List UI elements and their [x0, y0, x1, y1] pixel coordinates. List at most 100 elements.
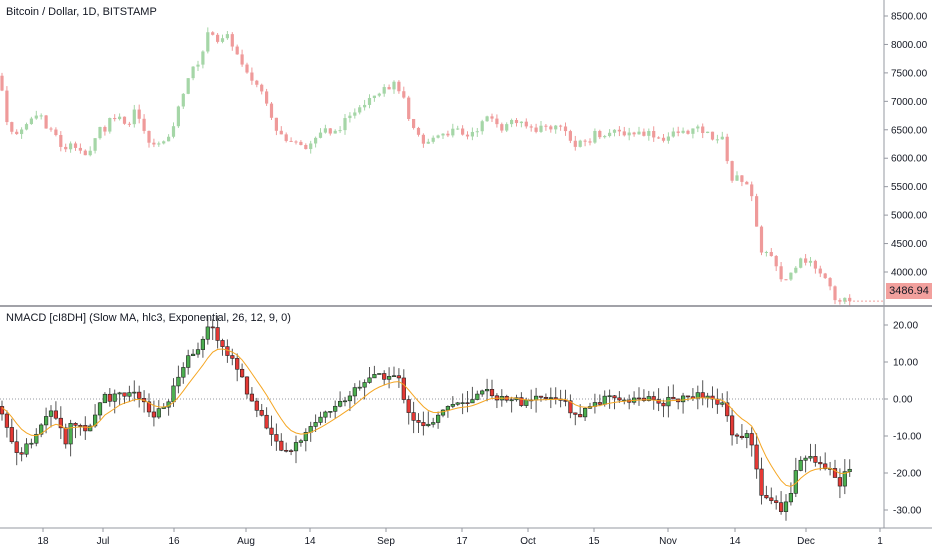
- price-candle: [813, 260, 817, 269]
- indicator-candle: [4, 413, 9, 428]
- price-candle: [671, 131, 675, 137]
- time-tick-label: Jul: [97, 536, 110, 547]
- price-candle: [470, 131, 474, 137]
- price-candle: [549, 126, 553, 130]
- indicator-candle: [240, 368, 245, 378]
- price-candle: [784, 279, 788, 281]
- price-candle: [661, 137, 666, 141]
- price-candle: [245, 64, 249, 73]
- price-candle: [34, 115, 38, 119]
- indicator-candle: [191, 353, 196, 356]
- time-tick-label: 18: [37, 536, 49, 547]
- price-candle: [191, 66, 195, 79]
- indicator-candle: [749, 433, 754, 446]
- price-candle: [377, 93, 381, 96]
- price-candle: [196, 64, 200, 67]
- price-candle: [647, 131, 651, 136]
- indicator-candle: [122, 392, 127, 397]
- price-candle: [265, 91, 269, 104]
- price-candle: [451, 128, 455, 136]
- indicator-candle: [396, 375, 402, 379]
- indicator-candle: [475, 393, 480, 400]
- indicator-candle: [798, 459, 803, 471]
- indicator-candle: [617, 397, 622, 401]
- price-tick-label: 4500.00: [891, 239, 928, 250]
- price-candle: [465, 134, 470, 137]
- indicator-candle: [391, 375, 397, 377]
- indicator-tick-label: 20.00: [893, 321, 918, 332]
- price-candle: [387, 87, 391, 90]
- indicator-candle: [19, 452, 24, 455]
- indicator-candle: [548, 397, 553, 399]
- indicator-candle: [24, 443, 29, 455]
- indicator-candle: [132, 391, 137, 394]
- price-candle: [367, 97, 372, 105]
- price-candle: [152, 142, 156, 145]
- price-candle: [769, 252, 773, 257]
- indicator-candle: [484, 389, 490, 392]
- price-candle: [441, 133, 445, 136]
- indicator-candle: [646, 396, 651, 401]
- indicator-candle: [97, 402, 103, 416]
- last-price-badge: 3486.94: [886, 283, 932, 299]
- indicator-candle: [215, 327, 220, 341]
- price-candle: [0, 75, 4, 91]
- price-candle: [147, 130, 151, 143]
- price-candle: [838, 300, 842, 302]
- indicator-candle: [156, 408, 161, 418]
- price-candle: [823, 273, 827, 279]
- indicator-candle: [651, 396, 656, 400]
- price-candle: [436, 135, 440, 138]
- indicator-candle: [137, 391, 142, 399]
- indicator-candle: [39, 424, 44, 435]
- indicator-tick-label: 0.00: [893, 395, 913, 406]
- price-candle: [44, 115, 48, 129]
- price-candle: [49, 128, 53, 130]
- price-tick-label: 8000.00: [891, 40, 928, 51]
- price-candle: [843, 297, 847, 302]
- price-candle: [274, 117, 278, 131]
- price-candle: [93, 138, 97, 151]
- price-candle: [691, 128, 695, 134]
- price-candle: [98, 126, 102, 139]
- price-candle: [132, 109, 136, 125]
- indicator-candle: [431, 422, 436, 425]
- price-candle: [333, 130, 337, 134]
- indicator-candle: [700, 392, 705, 399]
- indicator-candle: [582, 408, 588, 418]
- price-candle: [745, 181, 749, 185]
- indicator-candle: [671, 396, 676, 400]
- indicator-candle: [151, 411, 157, 418]
- indicator-candle: [401, 377, 406, 400]
- price-candle: [328, 128, 332, 134]
- indicator-candle: [259, 410, 264, 416]
- price-candle: [578, 140, 582, 147]
- price-candle: [348, 115, 352, 119]
- price-candle: [216, 34, 220, 42]
- indicator-candle: [720, 402, 725, 405]
- indicator-candle: [455, 402, 460, 405]
- indicator-candle: [333, 405, 338, 412]
- indicator-candle: [112, 393, 117, 402]
- indicator-candle: [382, 373, 387, 380]
- indicator-candle: [328, 411, 333, 413]
- price-candle: [69, 143, 73, 150]
- price-candle: [10, 122, 14, 132]
- indicator-candle: [352, 387, 357, 397]
- price-candle: [318, 132, 323, 138]
- price-candle: [240, 54, 244, 65]
- indicator-candle: [759, 468, 764, 496]
- price-candle: [622, 131, 626, 136]
- price-candle: [598, 130, 602, 138]
- price-candle: [431, 137, 435, 142]
- indicator-candle: [367, 377, 372, 383]
- indicator-candle: [563, 400, 568, 402]
- time-tick-label: 1: [877, 536, 883, 547]
- indicator-candle: [519, 397, 524, 406]
- price-candle: [774, 256, 778, 267]
- price-tick-label: 6000.00: [891, 154, 928, 165]
- indicator-candle: [293, 442, 299, 452]
- price-candle: [642, 131, 646, 136]
- price-candle: [73, 143, 78, 148]
- price-candle: [88, 150, 92, 156]
